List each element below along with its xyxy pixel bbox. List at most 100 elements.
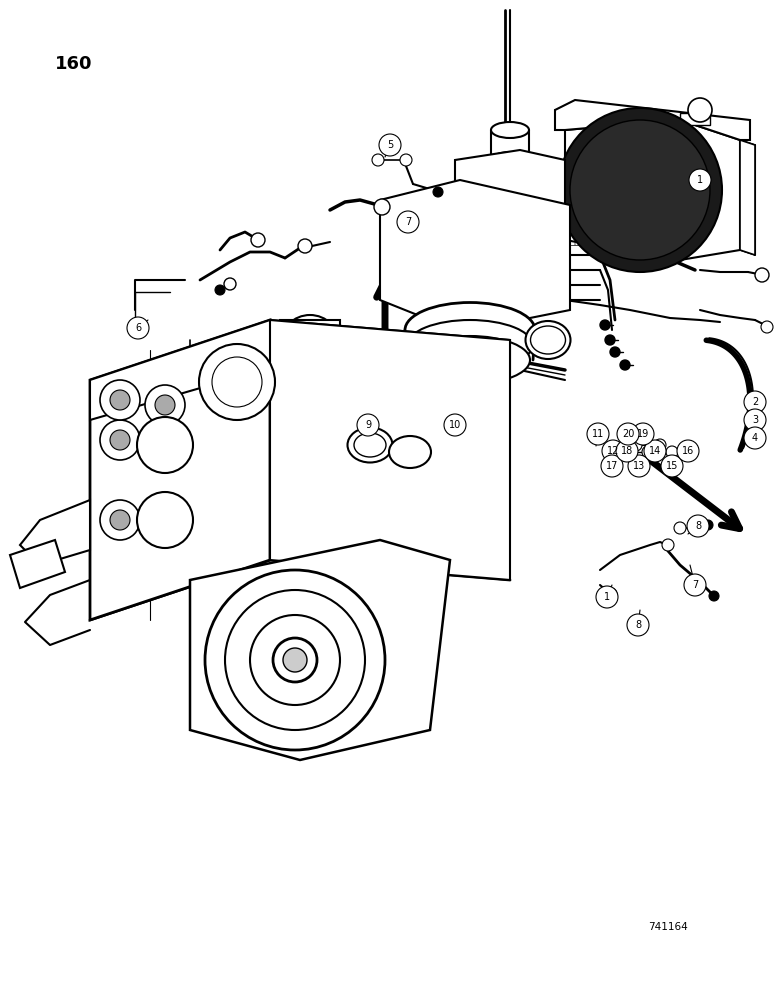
Circle shape — [374, 199, 390, 215]
Circle shape — [627, 614, 649, 636]
Circle shape — [292, 327, 328, 363]
Text: 20: 20 — [622, 429, 634, 439]
Ellipse shape — [354, 433, 386, 457]
Circle shape — [677, 440, 699, 462]
Circle shape — [298, 239, 312, 253]
Circle shape — [687, 515, 709, 537]
Ellipse shape — [405, 302, 535, 358]
Circle shape — [145, 500, 185, 540]
Circle shape — [703, 520, 713, 530]
Circle shape — [632, 423, 654, 445]
Polygon shape — [565, 120, 740, 260]
Circle shape — [155, 435, 175, 455]
Circle shape — [605, 588, 617, 600]
Circle shape — [100, 380, 140, 420]
Ellipse shape — [407, 320, 533, 370]
Circle shape — [212, 357, 262, 407]
Text: 14: 14 — [649, 446, 661, 456]
Circle shape — [666, 446, 678, 458]
Circle shape — [137, 492, 193, 548]
Circle shape — [761, 321, 773, 333]
Text: C: C — [464, 185, 472, 195]
Circle shape — [587, 423, 609, 445]
Ellipse shape — [389, 436, 431, 468]
Circle shape — [605, 335, 615, 345]
Text: 1: 1 — [697, 175, 703, 185]
Circle shape — [684, 574, 706, 596]
Ellipse shape — [489, 167, 531, 181]
Ellipse shape — [348, 428, 392, 462]
Polygon shape — [740, 140, 755, 255]
Circle shape — [400, 154, 412, 166]
Circle shape — [662, 539, 674, 551]
Circle shape — [100, 500, 140, 540]
Polygon shape — [90, 320, 510, 420]
Circle shape — [744, 409, 766, 431]
Circle shape — [357, 414, 379, 436]
Circle shape — [199, 344, 275, 420]
Circle shape — [688, 98, 712, 122]
Polygon shape — [270, 320, 510, 580]
Bar — [620, 120, 645, 130]
Circle shape — [433, 187, 443, 197]
Circle shape — [283, 648, 307, 672]
Circle shape — [444, 414, 466, 436]
Circle shape — [397, 211, 419, 233]
Circle shape — [607, 446, 619, 458]
Text: 7: 7 — [692, 580, 698, 590]
Circle shape — [558, 108, 722, 272]
Text: 9: 9 — [365, 420, 371, 430]
Circle shape — [215, 285, 225, 295]
Circle shape — [372, 154, 384, 166]
Circle shape — [674, 522, 686, 534]
Circle shape — [205, 570, 385, 750]
Ellipse shape — [526, 321, 570, 359]
Circle shape — [628, 455, 650, 477]
Polygon shape — [380, 180, 570, 332]
Circle shape — [610, 347, 620, 357]
Text: 5: 5 — [387, 140, 393, 150]
Text: 18: 18 — [621, 446, 633, 456]
Text: 6: 6 — [135, 323, 141, 333]
Text: 11: 11 — [592, 429, 604, 439]
Circle shape — [280, 315, 340, 375]
Ellipse shape — [410, 336, 530, 384]
Circle shape — [601, 455, 623, 477]
Circle shape — [100, 420, 140, 460]
Text: 7: 7 — [405, 217, 411, 227]
Circle shape — [620, 360, 630, 370]
Text: 8: 8 — [695, 521, 701, 531]
Circle shape — [110, 430, 130, 450]
Circle shape — [145, 385, 185, 425]
Circle shape — [630, 439, 642, 451]
Polygon shape — [455, 150, 565, 222]
Circle shape — [596, 429, 608, 441]
Circle shape — [709, 591, 719, 601]
Text: 17: 17 — [606, 461, 619, 471]
Circle shape — [110, 390, 130, 410]
Circle shape — [616, 440, 638, 462]
Circle shape — [570, 120, 710, 260]
Circle shape — [642, 446, 654, 458]
Text: 10: 10 — [448, 420, 461, 430]
Circle shape — [224, 278, 236, 290]
Circle shape — [661, 455, 683, 477]
Text: 4: 4 — [752, 433, 758, 443]
Ellipse shape — [491, 152, 529, 168]
Circle shape — [251, 233, 265, 247]
Circle shape — [273, 638, 317, 682]
Text: 3: 3 — [752, 415, 758, 425]
Circle shape — [602, 440, 624, 462]
Circle shape — [755, 268, 769, 282]
Circle shape — [618, 446, 630, 458]
Polygon shape — [10, 540, 65, 588]
Text: 13: 13 — [633, 461, 645, 471]
Text: 15: 15 — [666, 461, 678, 471]
Circle shape — [225, 590, 365, 730]
Circle shape — [654, 439, 666, 451]
Circle shape — [155, 395, 175, 415]
Circle shape — [644, 440, 666, 462]
Text: 160: 160 — [55, 55, 93, 73]
Text: 8: 8 — [635, 620, 641, 630]
Circle shape — [127, 317, 149, 339]
